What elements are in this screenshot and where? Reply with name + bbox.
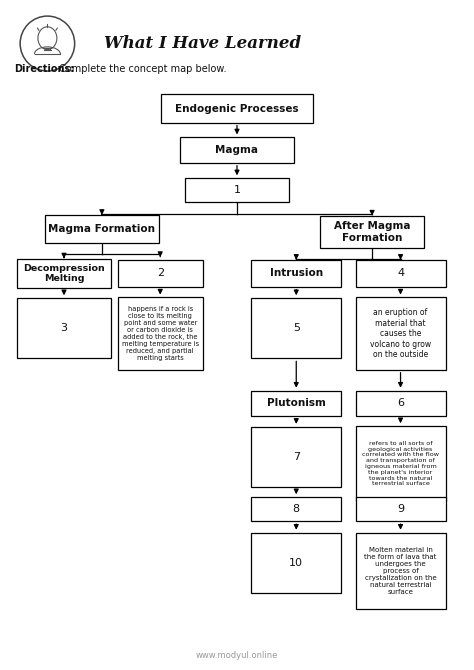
FancyBboxPatch shape [118, 297, 203, 370]
Text: 3: 3 [61, 324, 67, 333]
FancyBboxPatch shape [251, 260, 341, 287]
Text: 1: 1 [234, 186, 240, 195]
Text: Endogenic Processes: Endogenic Processes [175, 104, 299, 113]
FancyBboxPatch shape [161, 94, 313, 123]
FancyBboxPatch shape [45, 215, 159, 243]
Text: 6: 6 [397, 399, 404, 408]
FancyBboxPatch shape [180, 137, 294, 163]
FancyBboxPatch shape [251, 427, 341, 487]
Text: Complete the concept map below.: Complete the concept map below. [56, 64, 227, 74]
Text: 7: 7 [292, 452, 300, 462]
FancyBboxPatch shape [320, 216, 424, 248]
FancyBboxPatch shape [356, 426, 446, 501]
Text: Plutonism: Plutonism [267, 399, 326, 408]
FancyBboxPatch shape [251, 533, 341, 593]
FancyBboxPatch shape [17, 298, 111, 358]
Text: After Magma
Formation: After Magma Formation [334, 221, 410, 243]
FancyBboxPatch shape [185, 178, 289, 202]
FancyBboxPatch shape [251, 298, 341, 358]
Text: www.modyul.online: www.modyul.online [196, 651, 278, 660]
Text: Decompression
Melting: Decompression Melting [23, 264, 105, 283]
Text: Molten material in
the form of lava that
undergoes the
process of
crystalization: Molten material in the form of lava that… [365, 547, 437, 595]
FancyBboxPatch shape [251, 497, 341, 521]
Text: What I Have Learned: What I Have Learned [104, 35, 301, 52]
Text: refers to all sorts of
geological activities
correlated with the flow
and transp: refers to all sorts of geological activi… [362, 441, 439, 486]
Text: 10: 10 [289, 558, 303, 567]
FancyBboxPatch shape [356, 297, 446, 370]
Text: 8: 8 [292, 505, 300, 514]
FancyBboxPatch shape [356, 497, 446, 521]
Text: Intrusion: Intrusion [270, 269, 323, 278]
FancyBboxPatch shape [17, 259, 111, 288]
Text: happens if a rock is
close to its melting
point and some water
or carbon dioxide: happens if a rock is close to its meltin… [122, 306, 199, 361]
FancyBboxPatch shape [251, 391, 341, 416]
Text: Magma: Magma [216, 145, 258, 155]
Text: Magma Formation: Magma Formation [48, 224, 155, 234]
Text: 2: 2 [156, 269, 164, 278]
FancyBboxPatch shape [118, 260, 203, 287]
Text: 4: 4 [397, 269, 404, 278]
FancyBboxPatch shape [356, 533, 446, 609]
Text: Directions:: Directions: [14, 64, 74, 74]
Text: 9: 9 [397, 505, 404, 514]
Text: an eruption of
material that
causes the
volcano to grow
on the outside: an eruption of material that causes the … [370, 308, 431, 359]
FancyBboxPatch shape [356, 391, 446, 416]
Text: 5: 5 [293, 324, 300, 333]
FancyBboxPatch shape [356, 260, 446, 287]
